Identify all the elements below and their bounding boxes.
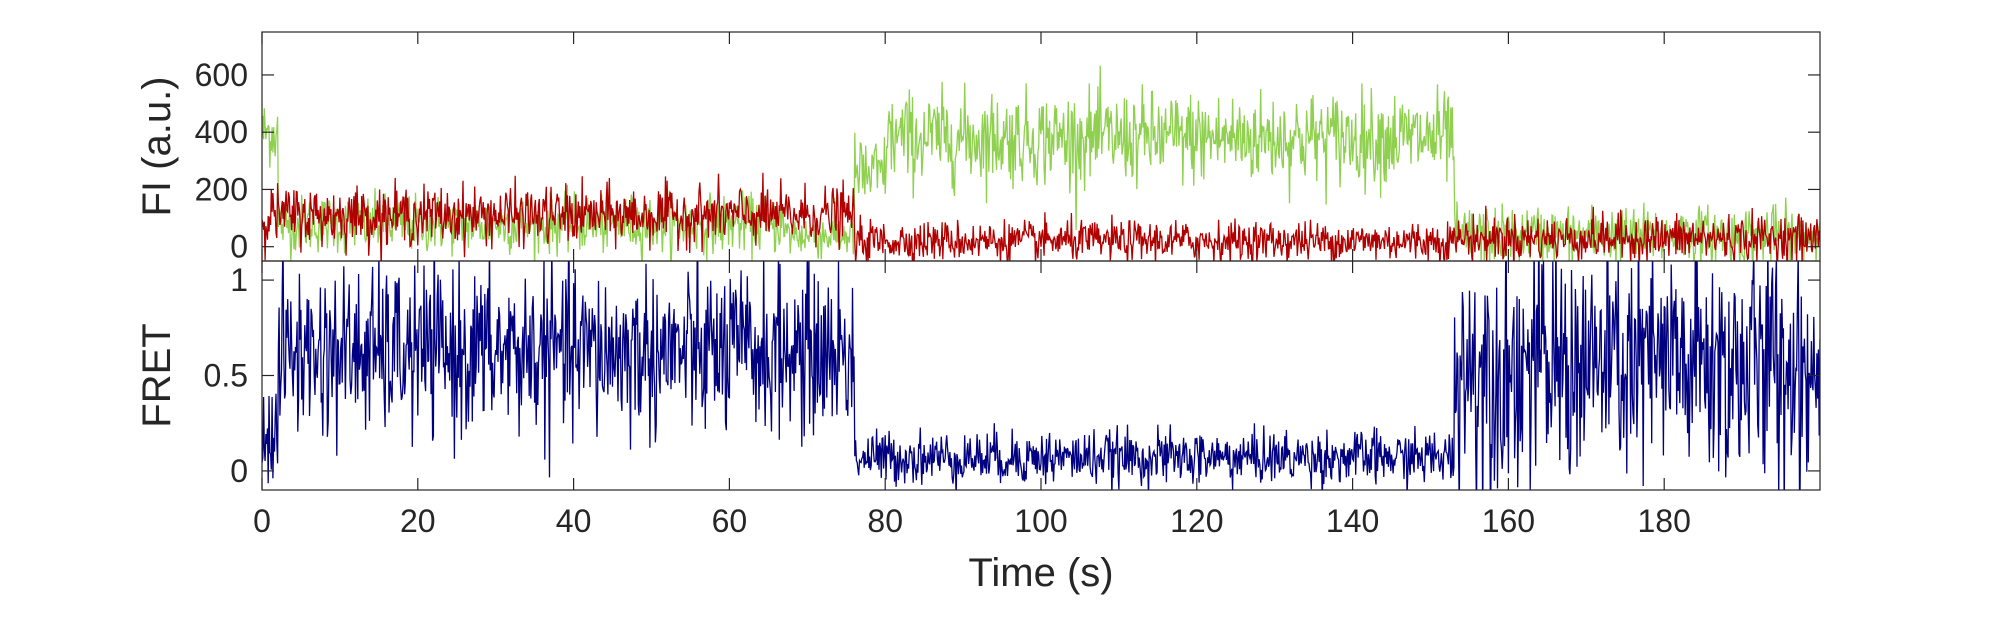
y-tick-label: 200 (195, 171, 248, 207)
y-tick-label: 0 (230, 453, 248, 489)
series-0-trace (262, 65, 1820, 261)
fluorescence-panel: 0 200 400 600 FI (a.u.) (135, 31, 1821, 265)
x-tick-label: 100 (1014, 503, 1067, 539)
x-tick-label: 40 (556, 503, 592, 539)
x-tick-label: 160 (1482, 503, 1535, 539)
y-tick-label: 0 (230, 229, 248, 265)
x-tick-label: 20 (400, 503, 436, 539)
y-tick-label: 1 (230, 262, 248, 298)
y-tick-label: 600 (195, 57, 248, 93)
x-tick-label: 140 (1326, 503, 1379, 539)
fret-panel: 0 0.5 1 0 20 40 60 80 100 120 140 160 180 FRET Time (s… (135, 260, 1821, 595)
x-tick-label: 60 (712, 503, 748, 539)
x-tick-label: 180 (1638, 503, 1691, 539)
y-tick-label: 0.5 (204, 358, 248, 394)
x-tick-label: 0 (253, 503, 271, 539)
series-1-trace (262, 172, 1820, 261)
x-tick-label: 120 (1170, 503, 1223, 539)
x-axis-label: Time (s) (968, 551, 1113, 595)
y-tick-label: 400 (195, 114, 248, 150)
y-axis-label: FI (a.u.) (135, 76, 179, 216)
series-0-trace (262, 261, 1820, 490)
y-axis-label: FRET (135, 323, 179, 427)
x-tick-label: 80 (867, 503, 903, 539)
